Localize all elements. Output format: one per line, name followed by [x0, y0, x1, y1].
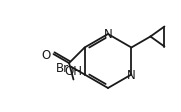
Text: N: N	[127, 68, 136, 81]
Text: Br: Br	[56, 61, 69, 74]
Text: N: N	[104, 28, 112, 41]
Text: OH: OH	[64, 65, 83, 78]
Text: O: O	[41, 48, 50, 61]
